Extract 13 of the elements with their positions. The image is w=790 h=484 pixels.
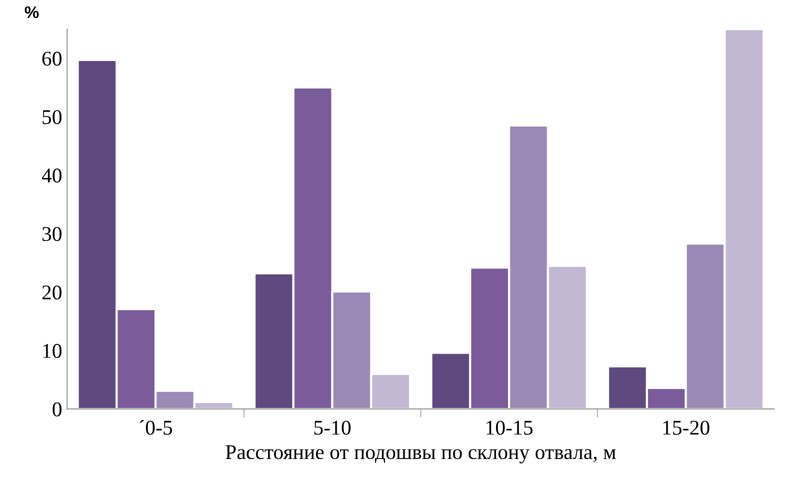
x-tick-label: 10-15 <box>486 420 533 435</box>
y-tick-label: 50 <box>42 110 62 124</box>
y-tick-label: 60 <box>42 52 62 66</box>
x-tick-label: 5-10 <box>314 420 351 435</box>
x-tick-label: ´0-5 <box>140 420 172 435</box>
y-axis-title: % <box>24 6 39 18</box>
x-tick-label: 15-20 <box>663 420 710 435</box>
x-axis-title: Расстояние от подошвы по склону отвала, м <box>226 445 616 464</box>
y-tick-label: 10 <box>43 344 62 358</box>
y-tick-label: 40 <box>42 168 62 183</box>
y-tick-label: 30 <box>42 226 62 242</box>
y-tick-label: 0 <box>52 402 62 416</box>
y-tick-label: 20 <box>42 285 62 300</box>
